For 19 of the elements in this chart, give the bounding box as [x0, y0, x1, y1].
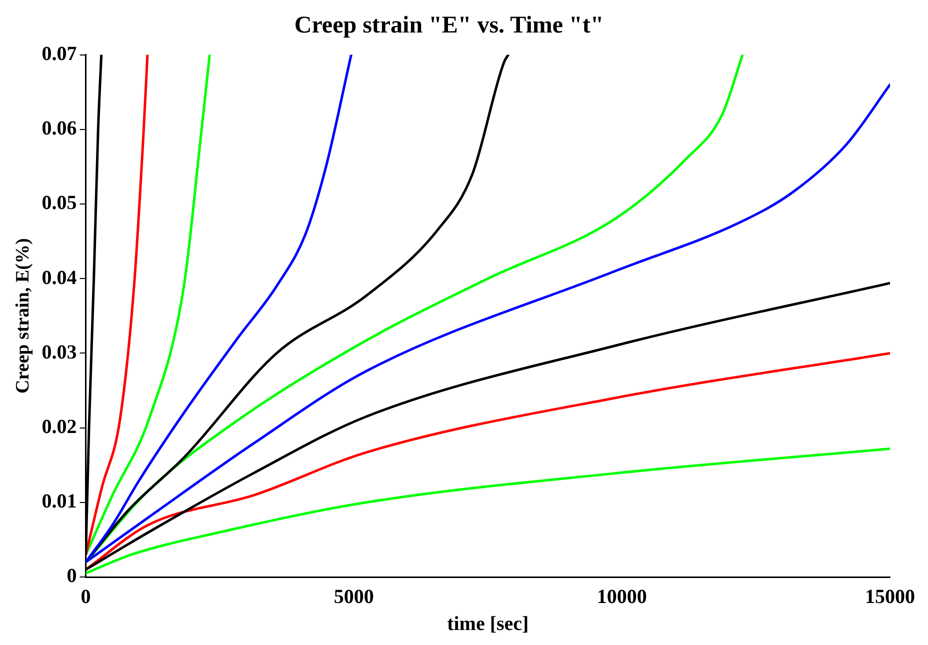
y-tick-label: 0.03	[42, 341, 77, 364]
y-tick-label: 0.07	[42, 42, 77, 65]
chart-title: Creep strain "E" vs. Time "t"	[294, 12, 604, 39]
x-axis-title: time [sec]	[447, 613, 529, 636]
line-series	[86, 352, 890, 571]
y-tick-label: 0.04	[42, 266, 77, 289]
x-tick-label: 0	[80, 586, 91, 608]
line-series	[86, 54, 211, 556]
line-series	[86, 54, 149, 556]
x-tick-label: 5000	[334, 586, 374, 608]
y-tick-label: 0.02	[42, 416, 77, 438]
x-tick-label: 10000	[596, 586, 647, 608]
line-series	[86, 447, 890, 575]
y-tick-label: 0.01	[42, 490, 77, 513]
y-tick-label: 0	[66, 565, 77, 588]
y-axis-title: Creep strain, E(%)	[12, 238, 34, 394]
y-tick-label: 0.06	[42, 118, 77, 140]
x-tick-label: 15000	[865, 586, 915, 608]
y-tick-label: 0.05	[42, 192, 77, 214]
